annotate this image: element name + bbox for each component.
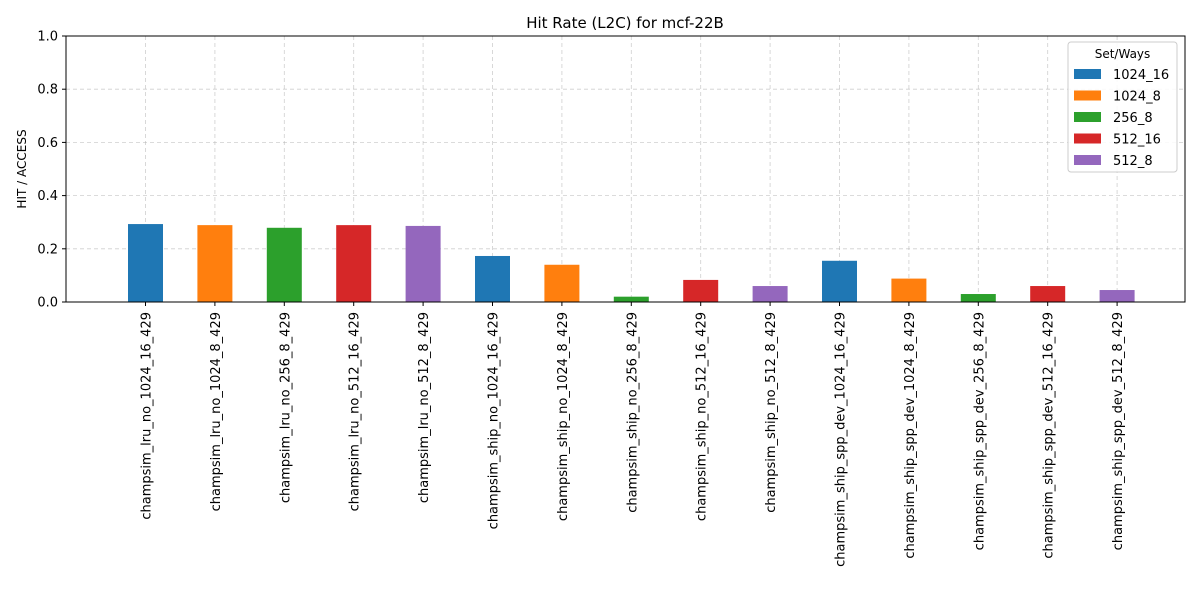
bar bbox=[961, 294, 996, 302]
bar bbox=[544, 265, 579, 302]
x-tick-label: champsim_ship_spp_dev_1024_8_429 bbox=[903, 312, 918, 559]
bar bbox=[336, 225, 371, 302]
bar bbox=[475, 256, 510, 302]
x-tick-label: champsim_ship_spp_dev_512_8_429 bbox=[1111, 312, 1126, 550]
grid bbox=[66, 36, 1185, 302]
bar bbox=[1100, 290, 1135, 302]
x-tick-label: champsim_ship_no_1024_8_429 bbox=[556, 312, 571, 521]
x-tick-label: champsim_ship_no_512_16_429 bbox=[695, 312, 710, 521]
legend-swatch bbox=[1074, 112, 1101, 122]
y-tick-label: 0.0 bbox=[37, 296, 58, 311]
legend-label: 512_16 bbox=[1113, 133, 1161, 148]
chart-title: Hit Rate (L2C) for mcf-22B bbox=[526, 14, 724, 32]
legend: Set/Ways 1024_16 1024_8 256_8 512_16 512_8 bbox=[1068, 42, 1177, 172]
legend-label: 256_8 bbox=[1113, 111, 1153, 126]
x-tick-label: champsim_lru_no_512_16_429 bbox=[348, 312, 363, 511]
legend-swatch bbox=[1074, 69, 1101, 79]
x-tick-label: champsim_ship_spp_dev_1024_16_429 bbox=[834, 312, 849, 567]
y-tick-label: 0.6 bbox=[37, 136, 58, 151]
legend-swatch bbox=[1074, 134, 1101, 144]
legend-title: Set/Ways bbox=[1095, 47, 1151, 61]
y-axis-label: HIT / ACCESS bbox=[15, 129, 29, 208]
x-axis: champsim_lru_no_1024_16_429 champsim_lru_… bbox=[140, 302, 1127, 567]
bar bbox=[822, 261, 857, 302]
bar bbox=[267, 228, 302, 302]
legend-swatch bbox=[1074, 91, 1101, 101]
x-tick-label: champsim_ship_no_256_8_429 bbox=[625, 312, 640, 513]
x-tick-label: champsim_lru_no_1024_16_429 bbox=[140, 312, 155, 520]
bar bbox=[614, 297, 649, 302]
legend-label: 512_8 bbox=[1113, 154, 1153, 169]
y-tick-label: 1.0 bbox=[37, 30, 58, 45]
y-tick-label: 0.4 bbox=[37, 189, 58, 204]
x-tick-label: champsim_lru_no_1024_8_429 bbox=[209, 312, 224, 511]
x-tick-label: champsim_lru_no_512_8_429 bbox=[417, 312, 432, 503]
bar bbox=[683, 280, 718, 302]
bar bbox=[891, 279, 926, 302]
x-tick-label: champsim_ship_spp_dev_512_16_429 bbox=[1042, 312, 1057, 559]
bar bbox=[1030, 286, 1065, 302]
bar bbox=[753, 286, 788, 302]
x-tick-label: champsim_ship_no_512_8_429 bbox=[764, 312, 779, 513]
x-tick-label: champsim_lru_no_256_8_429 bbox=[278, 312, 293, 503]
x-tick-label: champsim_ship_spp_dev_256_8_429 bbox=[972, 312, 987, 550]
plot-frame bbox=[66, 36, 1185, 302]
bar bbox=[128, 224, 163, 302]
legend-label: 1024_16 bbox=[1113, 68, 1169, 83]
legend-label: 1024_8 bbox=[1113, 90, 1161, 105]
bar bbox=[406, 226, 441, 302]
bar bbox=[197, 225, 232, 302]
legend-box bbox=[1068, 42, 1177, 172]
y-tick-label: 0.8 bbox=[37, 83, 58, 98]
legend-swatch bbox=[1074, 155, 1101, 165]
y-axis: 0.0 0.2 0.4 0.6 0.8 1.0 bbox=[37, 30, 66, 311]
y-tick-label: 0.2 bbox=[37, 242, 58, 257]
x-tick-label: champsim_ship_no_1024_16_429 bbox=[487, 312, 502, 529]
